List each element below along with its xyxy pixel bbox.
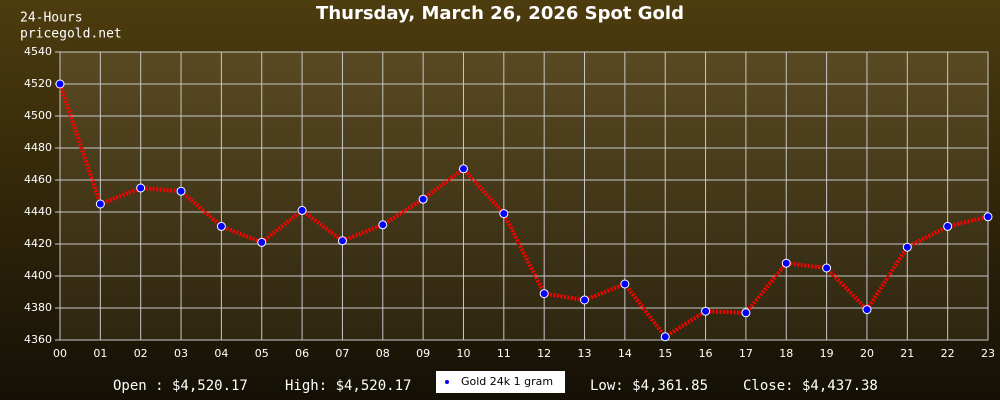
x-tick-label: 23 xyxy=(981,347,995,360)
x-tick-label: 00 xyxy=(53,347,67,360)
low-stat: Low: $4,361.85 xyxy=(590,378,708,394)
source-label: pricegold.net xyxy=(20,27,122,42)
plot-area xyxy=(59,51,989,341)
y-tick-label: 4480 xyxy=(24,141,52,154)
data-point xyxy=(943,221,953,231)
data-point xyxy=(176,186,186,196)
y-tick-label: 4360 xyxy=(24,333,52,346)
y-tick-label: 4500 xyxy=(24,109,52,122)
legend xyxy=(436,371,565,393)
data-point xyxy=(983,212,993,222)
open-stat: Open : $4,520.17 xyxy=(113,378,248,394)
data-point xyxy=(95,199,105,209)
y-tick-label: 4380 xyxy=(24,301,52,314)
y-tick-label: 4520 xyxy=(24,77,52,90)
y-tick-label: 4440 xyxy=(24,205,52,218)
data-point xyxy=(297,205,307,215)
data-point xyxy=(337,236,347,246)
x-tick-label: 06 xyxy=(295,347,309,360)
x-tick-label: 03 xyxy=(174,347,188,360)
x-tick-label: 13 xyxy=(578,347,592,360)
x-tick-label: 14 xyxy=(618,347,632,360)
y-tick-label: 4400 xyxy=(24,269,52,282)
x-tick-label: 07 xyxy=(335,347,349,360)
data-point xyxy=(55,79,65,89)
data-point xyxy=(257,237,267,247)
data-point xyxy=(216,221,226,231)
data-point xyxy=(781,258,791,268)
x-tick-label: 01 xyxy=(93,347,107,360)
data-point xyxy=(862,305,872,315)
chart-title: Thursday, March 26, 2026 Spot Gold xyxy=(316,3,684,24)
x-tick-label: 10 xyxy=(456,347,470,360)
high-stat: High: $4,520.17 xyxy=(285,378,411,394)
legend-marker xyxy=(445,380,449,384)
data-point xyxy=(701,306,711,316)
x-tick-label: 20 xyxy=(860,347,874,360)
data-point xyxy=(741,308,751,318)
data-point xyxy=(136,183,146,193)
data-line xyxy=(58,83,989,340)
data-point xyxy=(418,194,428,204)
data-point xyxy=(580,295,590,305)
data-point xyxy=(660,332,670,342)
x-tick-label: 22 xyxy=(941,347,955,360)
x-tick-label: 09 xyxy=(416,347,430,360)
x-tick-label: 16 xyxy=(699,347,713,360)
x-tick-label: 19 xyxy=(820,347,834,360)
close-stat: Close: $4,437.38 xyxy=(743,378,878,394)
x-tick-label: 12 xyxy=(537,347,551,360)
data-point xyxy=(620,279,630,289)
data-point xyxy=(378,220,388,230)
data-point xyxy=(902,242,912,252)
x-tick-label: 05 xyxy=(255,347,269,360)
period-label: 24-Hours xyxy=(20,11,83,26)
x-tick-label: 08 xyxy=(376,347,390,360)
data-point xyxy=(822,263,832,273)
x-tick-label: 21 xyxy=(900,347,914,360)
x-tick-label: 15 xyxy=(658,347,672,360)
x-tick-label: 02 xyxy=(134,347,148,360)
data-point xyxy=(458,164,468,174)
data-point xyxy=(539,289,549,299)
legend-label: Gold 24k 1 gram xyxy=(461,375,553,388)
x-tick-label: 04 xyxy=(214,347,228,360)
y-tick-label: 4460 xyxy=(24,173,52,186)
x-tick-label: 18 xyxy=(779,347,793,360)
data-point xyxy=(499,209,509,219)
x-tick-label: 11 xyxy=(497,347,511,360)
y-tick-label: 4540 xyxy=(24,45,52,58)
y-tick-label: 4420 xyxy=(24,237,52,250)
x-tick-label: 17 xyxy=(739,347,753,360)
